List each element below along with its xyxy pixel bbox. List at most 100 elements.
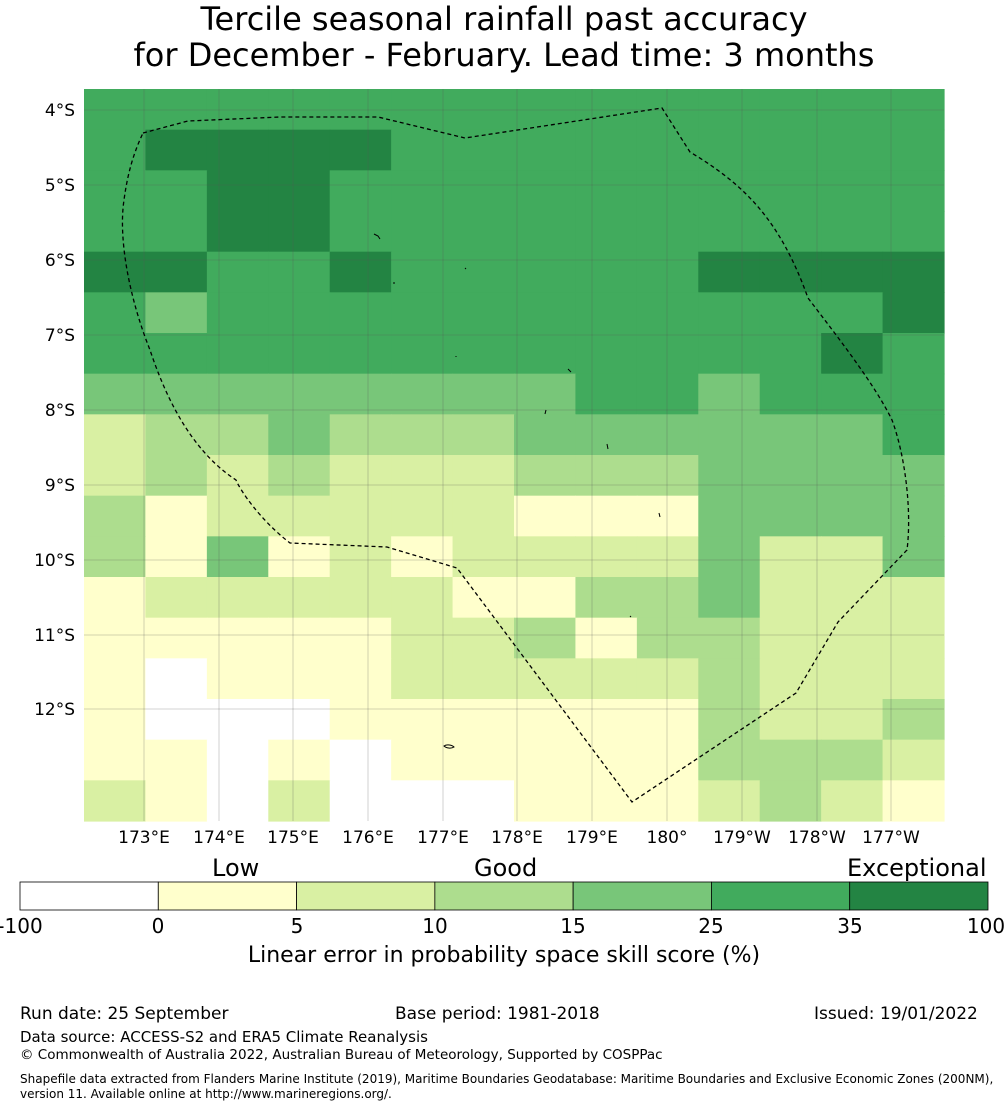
grid-cell xyxy=(759,414,822,456)
grid-cell xyxy=(821,536,884,578)
grid-cell xyxy=(759,129,822,171)
category-good: Good xyxy=(474,854,538,882)
grid-cell xyxy=(575,780,638,822)
grid-cell xyxy=(206,495,269,537)
grid-cell xyxy=(206,89,269,131)
grid-cell xyxy=(636,699,699,741)
grid-cell xyxy=(268,170,331,212)
grid-cell xyxy=(452,170,515,212)
grid-cell xyxy=(882,495,945,537)
grid-cell xyxy=(636,536,699,578)
grid-cell xyxy=(821,292,884,334)
grid-cell xyxy=(575,89,638,131)
grid-cell xyxy=(391,577,454,619)
grid-cell xyxy=(759,495,822,537)
grid-cell xyxy=(636,739,699,781)
grid-cell xyxy=(821,89,884,131)
grid-cell xyxy=(391,658,454,700)
grid-cell xyxy=(698,89,761,131)
colorbar xyxy=(19,881,989,911)
grid-cell xyxy=(268,89,331,131)
latitude-label: 5°S xyxy=(45,176,75,196)
grid-cell xyxy=(145,129,208,171)
grid-cell xyxy=(882,211,945,253)
grid-cell xyxy=(759,536,822,578)
longitude-label: 177°E xyxy=(417,828,469,848)
grid-cell xyxy=(268,536,331,578)
grid-cell xyxy=(206,333,269,375)
grid-cell xyxy=(391,89,454,131)
grid-cell xyxy=(698,211,761,253)
grid-cell xyxy=(452,658,515,700)
grid-cell xyxy=(452,129,515,171)
copyright: © Commonwealth of Australia 2022, Austra… xyxy=(20,1047,663,1063)
grid-cell xyxy=(391,292,454,334)
grid-cell xyxy=(821,333,884,375)
grid-cell xyxy=(452,373,515,415)
grid-cell xyxy=(329,211,392,253)
grid-cell xyxy=(452,699,515,741)
grid-cell xyxy=(698,699,761,741)
grid-cell xyxy=(452,739,515,781)
grid-cell xyxy=(145,577,208,619)
grid-cell xyxy=(268,699,331,741)
grid-cell xyxy=(575,251,638,293)
grid-cell xyxy=(821,658,884,700)
grid-cell xyxy=(636,780,699,822)
grid-cell xyxy=(698,739,761,781)
latitude-label: 7°S xyxy=(45,326,75,346)
grid-cell xyxy=(329,251,392,293)
grid-cell xyxy=(206,699,269,741)
grid-cell xyxy=(514,699,577,741)
grid-cell xyxy=(882,617,945,659)
grid-cell xyxy=(268,495,331,537)
grid-cell xyxy=(391,739,454,781)
grid-cell xyxy=(514,780,577,822)
grid-cell xyxy=(636,577,699,619)
grid-cell xyxy=(329,170,392,212)
grid-cell xyxy=(821,495,884,537)
shapefile-credit-line-1: Shapefile data extracted from Flanders M… xyxy=(20,1072,994,1086)
data-source: Data source: ACCESS-S2 and ERA5 Climate … xyxy=(20,1028,428,1046)
grid-cell xyxy=(575,211,638,253)
grid-cell xyxy=(391,251,454,293)
grid-cell xyxy=(514,617,577,659)
colorbar-segment xyxy=(296,881,436,911)
longitude-label: 175°E xyxy=(267,828,319,848)
grid-cell xyxy=(206,617,269,659)
grid-cell xyxy=(882,170,945,212)
grid-cell xyxy=(514,373,577,415)
grid-cell xyxy=(452,292,515,334)
grid-cell xyxy=(206,536,269,578)
grid-cell xyxy=(268,251,331,293)
longitude-labels: 173°E 174°E 175°E 176°E 177°E 178°E 179°E 180° 1… xyxy=(118,828,920,848)
grid-cell xyxy=(84,170,147,212)
grid-cell xyxy=(206,373,269,415)
longitude-label: 178°E xyxy=(491,828,543,848)
grid-cell xyxy=(821,780,884,822)
grid-cell xyxy=(329,333,392,375)
grid-cell xyxy=(206,414,269,456)
grid-cell xyxy=(452,89,515,131)
grid-cell xyxy=(514,414,577,456)
longitude-label: 180° xyxy=(647,828,688,848)
grid-cell xyxy=(882,89,945,131)
base-period: Base period: 1981-2018 xyxy=(395,1004,600,1024)
grid-cell xyxy=(206,455,269,497)
grid-cell xyxy=(145,536,208,578)
grid-cell xyxy=(145,211,208,253)
grid-cell xyxy=(636,658,699,700)
grid-cell xyxy=(391,699,454,741)
grid-cell xyxy=(514,89,577,131)
grid-cell xyxy=(882,292,945,334)
grid-cell xyxy=(452,333,515,375)
grid-cell xyxy=(329,739,392,781)
grid-cell xyxy=(329,617,392,659)
grid-cell xyxy=(145,455,208,497)
grid-cell xyxy=(882,577,945,619)
colorbar-segment xyxy=(157,881,297,911)
grid-cell xyxy=(514,251,577,293)
grid-cell xyxy=(84,577,147,619)
grid-cell xyxy=(759,780,822,822)
